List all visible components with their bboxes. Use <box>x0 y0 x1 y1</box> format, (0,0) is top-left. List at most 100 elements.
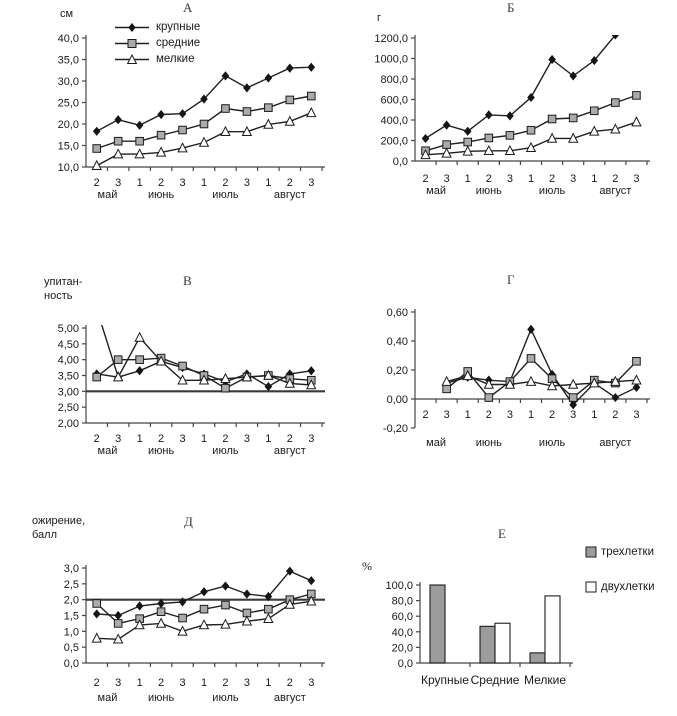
triangle-marker <box>263 118 274 129</box>
category-label: 1 <box>201 177 207 189</box>
triangle-marker <box>220 618 231 629</box>
category-label: 3 <box>179 677 185 689</box>
month-label: июль <box>212 692 239 704</box>
triangle-marker <box>91 159 102 171</box>
diamond-marker <box>178 109 187 119</box>
y-tick-label: 80,0 <box>392 596 413 608</box>
series-line <box>446 327 637 406</box>
category-label: 1 <box>465 173 471 185</box>
category-label: 3 <box>115 433 121 445</box>
y-tick-label: 5,00 <box>58 323 79 335</box>
square-marker <box>264 604 273 614</box>
panel-v-chart: 2,002,503,003,504,004,505,002 3 1 2 3 1 2 3 1 2 3м… <box>58 323 325 457</box>
diamond-marker <box>527 324 535 334</box>
diamond-marker <box>307 62 316 72</box>
series-мелкие <box>91 106 317 171</box>
panel-e-unit-label: % <box>362 559 372 573</box>
triangle-marker <box>525 375 537 386</box>
y-tick-label: -0,20 <box>383 423 408 435</box>
bar <box>479 625 496 664</box>
y-tick-label: 30,0 <box>58 76 79 88</box>
triangle-marker <box>483 144 495 156</box>
triangle-marker <box>631 116 642 127</box>
category-label: 2 <box>549 173 555 185</box>
panel-d-obesity-score: Д ожирение, балл 0,0 0,5 1,0 1,5 2,0 2,5 3,0 2 3… <box>0 500 340 716</box>
category-label: 2 <box>287 433 293 445</box>
category-label: 2 <box>422 173 428 185</box>
category-label: 3 <box>507 409 513 421</box>
category-label: 3 <box>244 677 250 689</box>
square-marker <box>156 607 166 617</box>
square-marker <box>589 106 599 116</box>
square-marker <box>178 125 187 135</box>
square-marker <box>156 130 166 140</box>
category-label: 3 <box>179 177 185 189</box>
category-label: 2 <box>94 177 100 189</box>
category-label: 3 <box>570 409 576 421</box>
category-label: 1 <box>591 409 597 421</box>
triangle-marker <box>134 619 145 630</box>
month-label: май <box>98 692 118 704</box>
panel-v-unit-label: упитан- ность <box>44 276 82 303</box>
triangle-marker <box>241 125 253 137</box>
y-tick-label: 40,0 <box>392 627 413 639</box>
category-label: 2 <box>158 677 164 689</box>
y-tick-label: 0,5 <box>64 642 79 654</box>
triangle-marker <box>610 375 621 386</box>
square-marker <box>178 613 187 623</box>
month-label: май <box>98 445 118 457</box>
square-marker <box>442 140 451 149</box>
triangle-marker <box>241 371 253 382</box>
square-marker <box>568 113 578 123</box>
panel-a-unit-label: см <box>60 8 74 20</box>
month-label: июль <box>539 437 566 449</box>
triangle-marker <box>525 141 537 152</box>
square-marker <box>113 355 123 364</box>
y-tick-label: 20,0 <box>58 119 79 131</box>
category-label: 2 <box>549 409 555 421</box>
y-tick-label: 0,0 <box>398 658 413 670</box>
y-tick-label: 0,20 <box>387 365 408 377</box>
category-label: 3 <box>115 177 121 189</box>
category-label: 3 <box>115 677 121 689</box>
triangle-marker <box>567 132 579 143</box>
panel-a-length-cm: А см крупные средние <box>0 0 340 235</box>
panel-b-chart: 0,0 200,0 400,0 600,0 800,0 1000,0 1200,0 2 3 1 2 3… <box>374 33 650 197</box>
month-label: май <box>426 437 446 449</box>
triangle-marker <box>284 115 296 126</box>
category-label: 1 <box>591 173 597 185</box>
square-marker <box>135 355 144 364</box>
month-label: июль <box>212 445 239 457</box>
square-marker <box>484 393 494 402</box>
series-средние <box>421 91 641 156</box>
square-marker <box>242 107 252 116</box>
category-label: 1 <box>528 409 534 421</box>
series-line <box>446 375 637 387</box>
square-marker <box>632 91 641 100</box>
triangle-marker <box>504 378 516 389</box>
square-marker <box>199 604 209 614</box>
diamond-marker <box>264 381 273 392</box>
month-label: июнь <box>476 185 502 197</box>
panel-e-title: Е <box>498 526 506 541</box>
triangle-marker <box>155 617 167 628</box>
diamond-marker <box>485 110 493 120</box>
diamond-marker <box>632 382 641 392</box>
square-marker <box>484 133 494 143</box>
category-label: 1 <box>465 409 471 421</box>
square-marker <box>178 361 187 371</box>
diamond-marker <box>506 111 514 121</box>
category-label: 3 <box>507 173 513 185</box>
y-tick-label: 15,0 <box>58 141 79 153</box>
diamond-marker <box>200 94 208 104</box>
square-marker <box>632 357 641 366</box>
category-label: 3 <box>244 177 250 189</box>
panel-d-title: Д <box>184 514 193 529</box>
diamond-marker <box>243 83 251 93</box>
category-label: 2 <box>612 409 618 421</box>
triangle-marker <box>631 374 642 385</box>
triangle-marker <box>546 380 558 391</box>
month-label: август <box>599 437 631 449</box>
diamond-marker <box>243 589 251 599</box>
category-label: 3 <box>444 409 450 421</box>
